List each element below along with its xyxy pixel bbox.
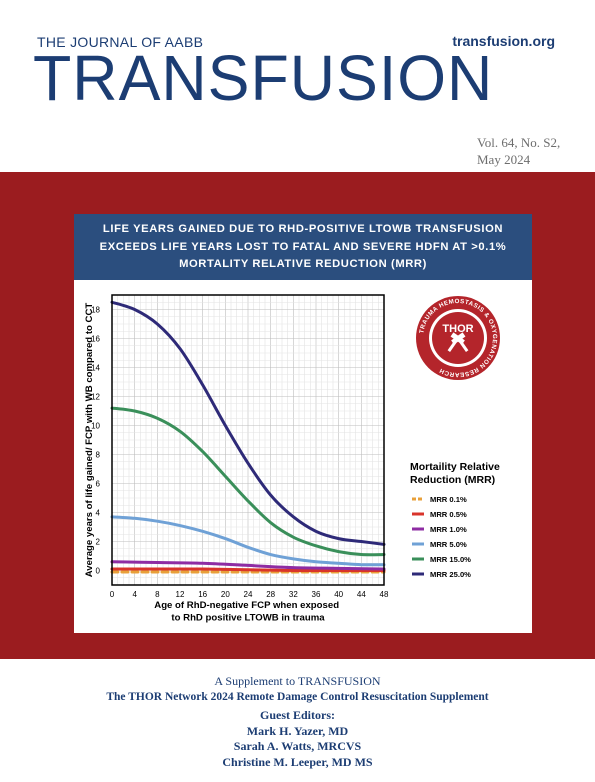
x-tick-label: 12 xyxy=(176,590,185,599)
x-tick-label: 48 xyxy=(380,590,389,599)
series-line xyxy=(110,567,386,573)
x-tick-label: 16 xyxy=(198,590,207,599)
y-tick-label: 2 xyxy=(96,538,101,547)
legend-label: MRR 1.0% xyxy=(430,525,467,534)
y-tick-label: 14 xyxy=(91,364,100,373)
y-tick-label: 8 xyxy=(96,451,101,460)
logo-center-text: THOR xyxy=(442,323,473,335)
legend-label: MRR 0.5% xyxy=(430,510,467,519)
legend: Mortaility Relative Reduction (MRR) MRR … xyxy=(410,461,503,579)
x-tick-label: 32 xyxy=(289,590,298,599)
issue-date: May 2024 xyxy=(477,152,531,167)
series-line xyxy=(110,560,386,571)
y-tick-label: 16 xyxy=(91,335,100,344)
y-tick-label: 6 xyxy=(96,480,101,489)
masthead-title: TRANSFUSION xyxy=(33,42,494,114)
guest-editors-label: Guest Editors: xyxy=(260,708,335,722)
y-tick-label: 0 xyxy=(96,567,101,576)
issue-info: Vol. 64, No. S2, May 2024 xyxy=(477,134,560,168)
x-tick-label: 36 xyxy=(312,590,321,599)
figure-banner: LIFE YEARS GAINED DUE TO RHD-POSITIVE LT… xyxy=(74,214,532,280)
issue-volume: Vol. 64, No. S2, xyxy=(477,135,561,150)
series-line xyxy=(110,300,386,546)
banner-line: LIFE YEARS GAINED DUE TO RHD-POSITIVE LT… xyxy=(102,223,504,235)
chart-grid xyxy=(111,294,385,586)
legend-title-line: Reduction (MRR) xyxy=(410,474,495,486)
x-tick-label: 8 xyxy=(155,590,160,599)
x-tick-label: 0 xyxy=(110,590,115,599)
journal-label: THE JOURNAL OF AABB xyxy=(37,34,204,50)
thor-logo: TRAUMA HEMOSTASIS & OXYGENATION RESEARCH… xyxy=(416,296,500,380)
legend-label: MRR 0.1% xyxy=(430,495,467,504)
x-tick-label: 20 xyxy=(221,590,230,599)
series-line xyxy=(110,515,386,567)
x-tick-label: 28 xyxy=(266,590,275,599)
banner-line: MORTALITY RELATIVE REDUCTION (MRR) xyxy=(179,258,427,270)
x-axis-label-line: Age of RhD-negative FCP when exposed xyxy=(154,600,339,611)
x-tick-label: 40 xyxy=(334,590,343,599)
guest-editor: Mark H. Yazer, MD xyxy=(246,723,349,738)
y-axis-label: Average years of life gained/ FCP with W… xyxy=(84,303,95,578)
website-link[interactable]: transfusion.org xyxy=(452,33,555,49)
y-tick-label: 4 xyxy=(96,509,101,518)
guest-editor: Christine M. Leeper, MD MS xyxy=(222,754,373,769)
y-tick-label: 12 xyxy=(91,393,100,402)
chart-series xyxy=(110,300,386,574)
figure-panel: LIFE YEARS GAINED DUE TO RHD-POSITIVE LT… xyxy=(74,214,532,633)
legend-label: MRR 25.0% xyxy=(430,570,471,579)
guest-editor: Sarah A. Watts, MRCVS xyxy=(233,739,362,753)
banner-line: EXCEEDS LIFE YEARS LOST TO FATAL AND SEV… xyxy=(99,240,507,253)
supplement-of: A Supplement to TRANSFUSION xyxy=(214,674,381,688)
legend-label: MRR 5.0% xyxy=(430,540,467,549)
plot-frame xyxy=(111,294,385,586)
x-tick-label: 44 xyxy=(357,590,366,599)
chart: 0 4 8 12 16 20 24 28 32 36 40 44 48 024681012141618 … xyxy=(84,294,503,624)
series-line xyxy=(110,406,386,557)
x-tick-labels: 0 4 8 12 16 20 24 28 32 36 40 44 48 xyxy=(110,590,389,599)
hammer-icon xyxy=(447,332,469,352)
legend-title-line: Mortaility Relative xyxy=(410,461,500,473)
legend-items: MRR 0.1% MRR 0.5% MRR 1.0% MRR 5.0% MRR 15.0… xyxy=(412,495,471,579)
legend-label: MRR 15.0% xyxy=(430,555,471,564)
x-axis-label: Age of RhD-negative FCP when exposed to … xyxy=(154,600,341,624)
supplement-title: The THOR Network 2024 Remote Damage Cont… xyxy=(106,690,489,703)
cover-footer: A Supplement to TRANSFUSION The THOR Net… xyxy=(0,674,595,770)
y-tick-label: 18 xyxy=(91,306,100,315)
x-tick-label: 4 xyxy=(132,590,137,599)
y-tick-labels: 0 2 4 6 8 10 12 14 16 18 xyxy=(91,306,100,576)
legend-title: Mortaility Relative Reduction (MRR) xyxy=(410,461,503,486)
x-tick-label: 24 xyxy=(244,590,253,599)
x-axis-label-line: to RhD positive LTOWB in trauma xyxy=(171,613,325,624)
y-tick-label: 10 xyxy=(91,422,100,431)
